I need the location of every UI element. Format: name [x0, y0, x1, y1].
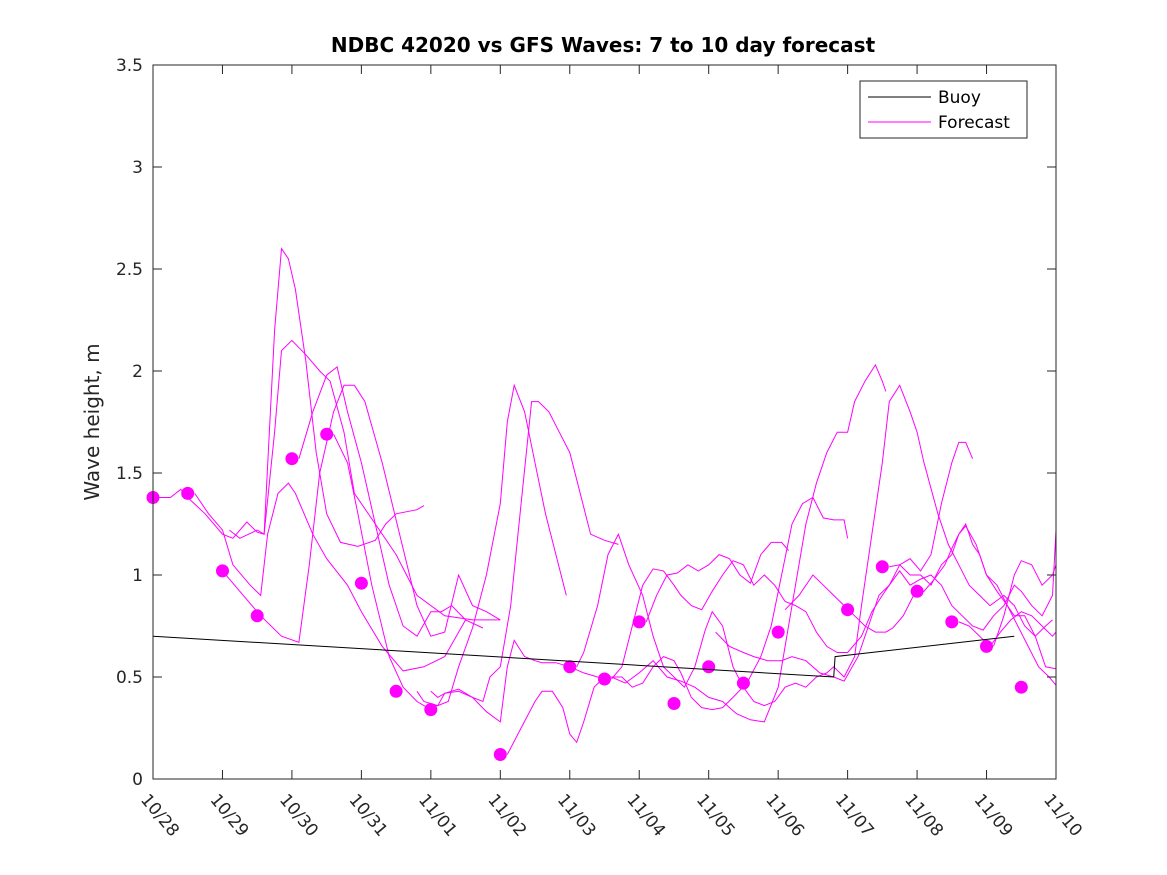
y-tick-label: 1.5: [116, 464, 143, 484]
forecast-line-7: [430, 363, 887, 723]
legend-buoy-label: Buoy: [938, 88, 981, 108]
forecast-marker-12: [598, 672, 611, 686]
forecast-line-2: [229, 247, 425, 547]
forecast-line-13: [715, 441, 974, 682]
forecast-marker-21: [945, 615, 959, 629]
forecast-line-8: [416, 383, 567, 707]
forecast-marker-13: [632, 615, 646, 629]
forecast-line-10: [576, 384, 1053, 707]
forecast-line-6: [333, 401, 619, 709]
forecast-line-3: [194, 482, 467, 672]
legend-forecast-label: Forecast: [938, 113, 1010, 133]
forecast-line-15: [889, 525, 1057, 670]
forecast-marker-17: [771, 625, 785, 639]
forecast-line-9: [506, 496, 849, 755]
forecast-marker-2: [181, 486, 195, 500]
y-tick-label: 3.5: [116, 56, 143, 76]
forecast-line-1: [153, 339, 501, 621]
forecast-marker-8: [389, 684, 403, 698]
forecast-line-12: [645, 541, 789, 623]
forecast-line-5: [298, 366, 484, 637]
chart-title: NDBC 42020 vs GFS Waves: 7 to 10 day for…: [331, 33, 876, 57]
y-tick-label: 2.5: [116, 260, 143, 280]
y-tick-label: 1: [132, 566, 143, 586]
plot-area: [153, 65, 1056, 779]
forecast-marker-23: [1014, 680, 1028, 694]
forecast-marker-10: [493, 748, 507, 761]
forecast-marker-7: [354, 576, 368, 590]
forecast-marker-14: [667, 697, 681, 710]
y-tick-label: 0.5: [116, 668, 143, 688]
series-layer: [146, 247, 1057, 761]
forecast-marker-11: [563, 660, 577, 674]
forecast-marker-3: [216, 564, 229, 578]
legend-box: [859, 80, 1028, 139]
forecast-marker-16: [736, 676, 750, 690]
legend: Buoy Forecast: [859, 80, 1028, 139]
forecast-line-11: [611, 530, 1057, 680]
y-tick-label: 0: [132, 770, 143, 790]
buoy-line: [152, 635, 1015, 678]
forecast-marker-22: [980, 639, 993, 653]
axes-box: [152, 64, 1057, 780]
forecast-marker-9: [424, 703, 438, 717]
y-tick-label: 2: [132, 362, 143, 382]
forecast-marker-20: [910, 584, 924, 598]
forecast-marker-18: [841, 603, 855, 617]
forecast-marker-4: [250, 609, 264, 623]
forecast-line-17: [993, 560, 1057, 647]
y-tick-label: 3: [132, 158, 143, 178]
y-axis-label: Wave height, m: [80, 343, 104, 500]
forecast-marker-19: [875, 560, 889, 574]
forecast-marker-5: [285, 452, 299, 466]
forecast-marker-15: [702, 660, 716, 674]
forecast-marker-6: [320, 427, 334, 441]
forecast-line-16: [958, 611, 1057, 648]
forecast-line-4: [222, 384, 501, 643]
